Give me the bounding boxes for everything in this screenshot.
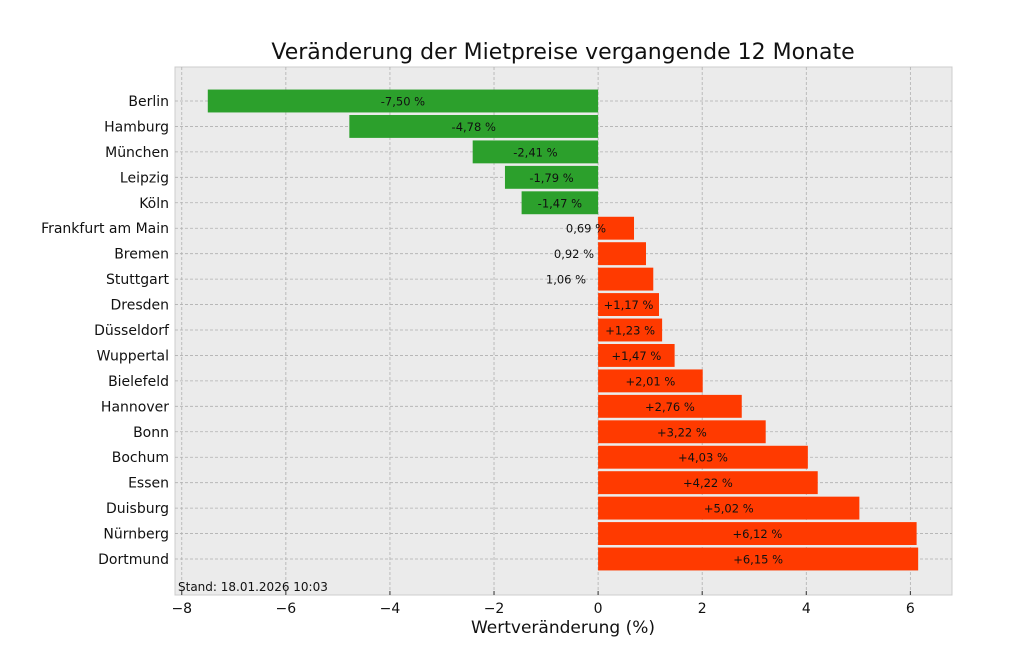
bar <box>598 420 766 444</box>
category-label: Leipzig <box>120 170 169 186</box>
data-label: -4,78 % <box>452 120 496 134</box>
bar <box>598 522 917 546</box>
category-label: Berlin <box>128 94 169 110</box>
bar <box>349 114 599 138</box>
bar <box>598 242 646 266</box>
category-label: Dresden <box>110 298 169 314</box>
category-label: Hannover <box>101 399 169 415</box>
data-label: +1,47 % <box>611 349 661 363</box>
category-label: Essen <box>128 476 169 492</box>
category-label: Bremen <box>114 247 169 263</box>
category-label: Dortmund <box>98 552 169 568</box>
timestamp-annotation: Stand: 18.01.2026 10:03 <box>178 580 328 594</box>
category-label: Duisburg <box>106 501 169 517</box>
bar <box>472 140 599 164</box>
bar <box>598 496 860 520</box>
data-label: -1,79 % <box>529 171 573 185</box>
bar <box>598 343 675 367</box>
x-tick-label: 6 <box>906 601 915 617</box>
x-tick-label: −4 <box>380 601 401 617</box>
data-label: -2,41 % <box>513 145 557 159</box>
bar <box>207 89 599 113</box>
bar <box>598 471 818 495</box>
category-label: Frankfurt am Main <box>41 221 169 237</box>
data-label: +4,03 % <box>678 451 728 465</box>
data-label: +4,22 % <box>683 476 733 490</box>
data-label: -7,50 % <box>381 95 425 109</box>
category-label: Bielefeld <box>108 374 169 390</box>
category-label: Düsseldorf <box>94 323 170 339</box>
data-label: 0,92 % <box>554 247 594 261</box>
category-label: Stuttgart <box>106 272 169 288</box>
data-label: +2,76 % <box>645 400 695 414</box>
data-label: +2,01 % <box>625 374 675 388</box>
category-label: Bochum <box>112 450 169 466</box>
category-label: Köln <box>139 196 169 212</box>
data-label: -1,47 % <box>538 196 582 210</box>
bar <box>598 318 663 342</box>
category-label: Hamburg <box>104 119 169 135</box>
x-tick-label: 2 <box>698 601 707 617</box>
bar <box>521 191 599 215</box>
chart-title: Veränderung der Mietpreise vergangende 1… <box>271 40 854 65</box>
x-axis-label: Wertveränderung (%) <box>471 618 655 638</box>
bar <box>598 293 659 317</box>
category-label: Nürnberg <box>103 527 169 543</box>
data-label: 1,06 % <box>546 273 586 287</box>
x-tick-label: −2 <box>484 601 505 617</box>
x-tick-label: −6 <box>276 601 297 617</box>
data-label: +1,17 % <box>604 298 654 312</box>
data-label: 0,69 % <box>566 222 606 236</box>
data-label: +5,02 % <box>704 502 754 516</box>
data-label: +3,22 % <box>657 425 707 439</box>
category-label: München <box>105 145 169 161</box>
x-tick-label: 4 <box>802 601 811 617</box>
x-tick-label: 0 <box>594 601 603 617</box>
data-label: +6,15 % <box>733 553 783 567</box>
bar <box>504 165 599 189</box>
category-label: Bonn <box>133 425 169 441</box>
data-label: +1,23 % <box>605 324 655 338</box>
category-label: Wuppertal <box>97 348 169 364</box>
data-label: +6,12 % <box>732 527 782 541</box>
bar <box>598 445 808 469</box>
bar <box>598 394 742 418</box>
bar <box>598 216 635 240</box>
bar <box>598 547 919 571</box>
bar <box>598 369 703 393</box>
x-tick-label: −8 <box>171 601 192 617</box>
bar <box>598 267 654 291</box>
